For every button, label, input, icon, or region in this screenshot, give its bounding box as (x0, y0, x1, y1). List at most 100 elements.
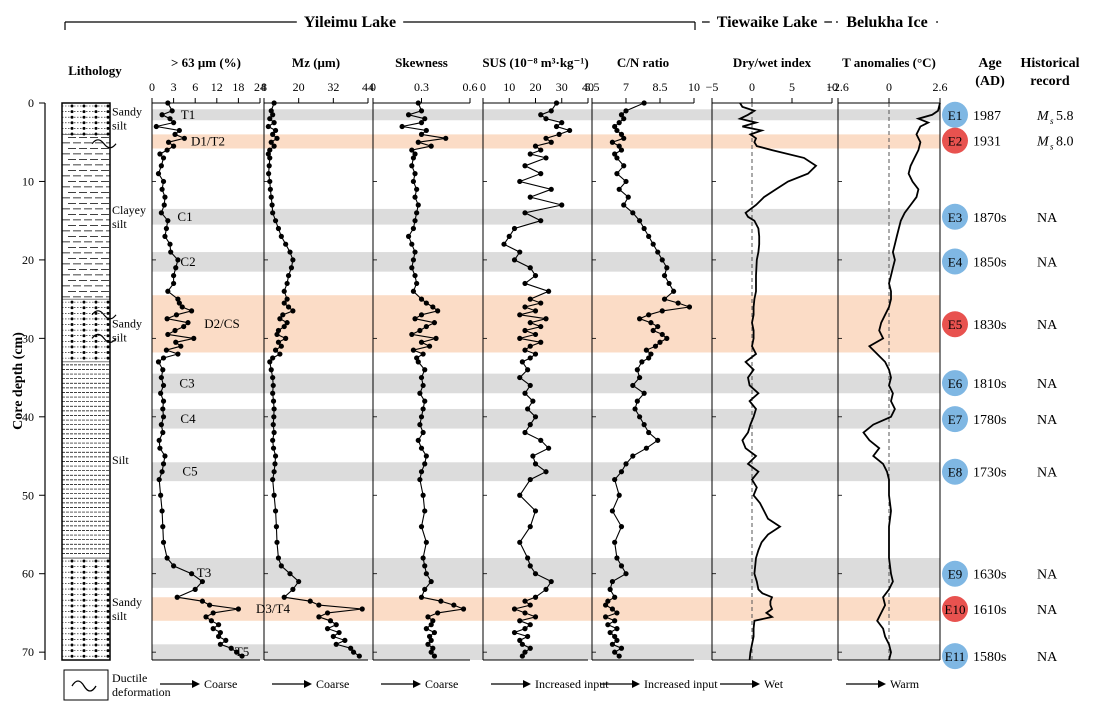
data-point (522, 598, 528, 604)
data-point (420, 429, 426, 436)
data-point (527, 265, 533, 271)
ductile-deformation-mark (91, 333, 117, 343)
data-point (412, 218, 418, 224)
event-id: E11 (945, 649, 965, 664)
data-point (217, 629, 223, 636)
data-point (621, 116, 627, 122)
data-point (612, 649, 618, 655)
data-point (641, 225, 647, 232)
lithology-label: silt (112, 217, 127, 231)
lithology-dot (106, 345, 110, 349)
data-point (423, 571, 429, 577)
data-point (420, 555, 426, 561)
lithology-dot (82, 632, 86, 636)
data-point (612, 618, 618, 624)
data-point (527, 355, 533, 361)
data-point (414, 210, 420, 216)
data-point (431, 653, 438, 659)
group-title: Belukha Ice (846, 14, 927, 31)
data-point (637, 316, 643, 322)
data-point (160, 155, 167, 161)
data-point (167, 116, 173, 122)
event-header: Historical (1020, 56, 1079, 71)
event-record: NA (1037, 466, 1058, 481)
series-line (604, 102, 690, 657)
lithology-dot (82, 649, 86, 653)
lithology-dot (106, 328, 110, 332)
data-point (532, 508, 539, 514)
data-point (271, 414, 277, 420)
data-point (618, 524, 625, 530)
data-point (171, 280, 177, 287)
panel-tick-label: 0.3 (414, 80, 429, 94)
data-point (160, 178, 167, 185)
data-point (167, 241, 173, 247)
data-point (176, 300, 182, 306)
data-point (501, 241, 507, 247)
data-point (428, 637, 434, 643)
data-point (415, 202, 421, 208)
data-point (271, 406, 277, 412)
event-band (152, 558, 940, 588)
lithology-dot (70, 356, 74, 360)
lithology-dot (82, 104, 86, 108)
lithology-dot (106, 609, 110, 613)
lithology-dot (94, 351, 98, 355)
data-point (267, 186, 273, 192)
data-point (527, 602, 533, 608)
lithology-dot (70, 104, 74, 108)
data-point (160, 539, 167, 545)
ductile-deformation-mark (91, 310, 117, 320)
lithology-dot (82, 643, 86, 647)
direction-arrow-label: Coarse (204, 677, 237, 691)
data-point (174, 594, 180, 600)
data-point (664, 335, 670, 341)
data-point (527, 422, 533, 428)
data-point (199, 598, 205, 604)
event-age: 1730s (973, 466, 1006, 481)
panel-tick-label: 12 (211, 80, 223, 94)
data-point (630, 382, 636, 389)
event-marker (942, 560, 968, 587)
data-point (428, 578, 434, 585)
data-point (268, 108, 274, 114)
event-header: record (1030, 74, 1070, 89)
data-point (443, 135, 449, 141)
data-point (532, 461, 539, 467)
lithology-label: silt (112, 119, 127, 133)
lithology-dot (94, 626, 98, 630)
lithology-dot (106, 615, 110, 619)
data-point (525, 633, 531, 640)
data-point (646, 355, 652, 361)
panel-tick-label: 5.5 (585, 80, 600, 94)
data-point (671, 288, 677, 294)
data-point (181, 135, 187, 141)
panel-tick-label: 8.5 (653, 80, 668, 94)
data-point (287, 249, 293, 255)
data-point (203, 614, 209, 620)
panel-tick-label: 0 (480, 80, 486, 94)
event-record: NA (1037, 377, 1058, 392)
event-band (152, 109, 940, 121)
event-record: NA (1037, 568, 1058, 583)
data-point (650, 241, 656, 247)
lithology-dot (70, 334, 74, 338)
data-point (530, 453, 536, 459)
event-record-magnitude: M (1036, 109, 1050, 124)
data-point (405, 112, 412, 118)
data-point (532, 571, 539, 577)
data-point (522, 210, 528, 216)
event-marker (942, 101, 968, 128)
panel-tick-label: 44 (362, 80, 374, 94)
data-point (162, 453, 168, 459)
data-point (428, 622, 434, 628)
lithology-dot (70, 649, 74, 653)
data-point (417, 390, 423, 396)
data-point (216, 633, 222, 640)
panel-tick-label: 10 (826, 80, 838, 94)
lithology-dot (82, 621, 86, 625)
event-id: E3 (948, 210, 962, 225)
data-point (418, 108, 425, 114)
event-age: 1870s (973, 211, 1006, 226)
lithology-dot (106, 121, 110, 125)
